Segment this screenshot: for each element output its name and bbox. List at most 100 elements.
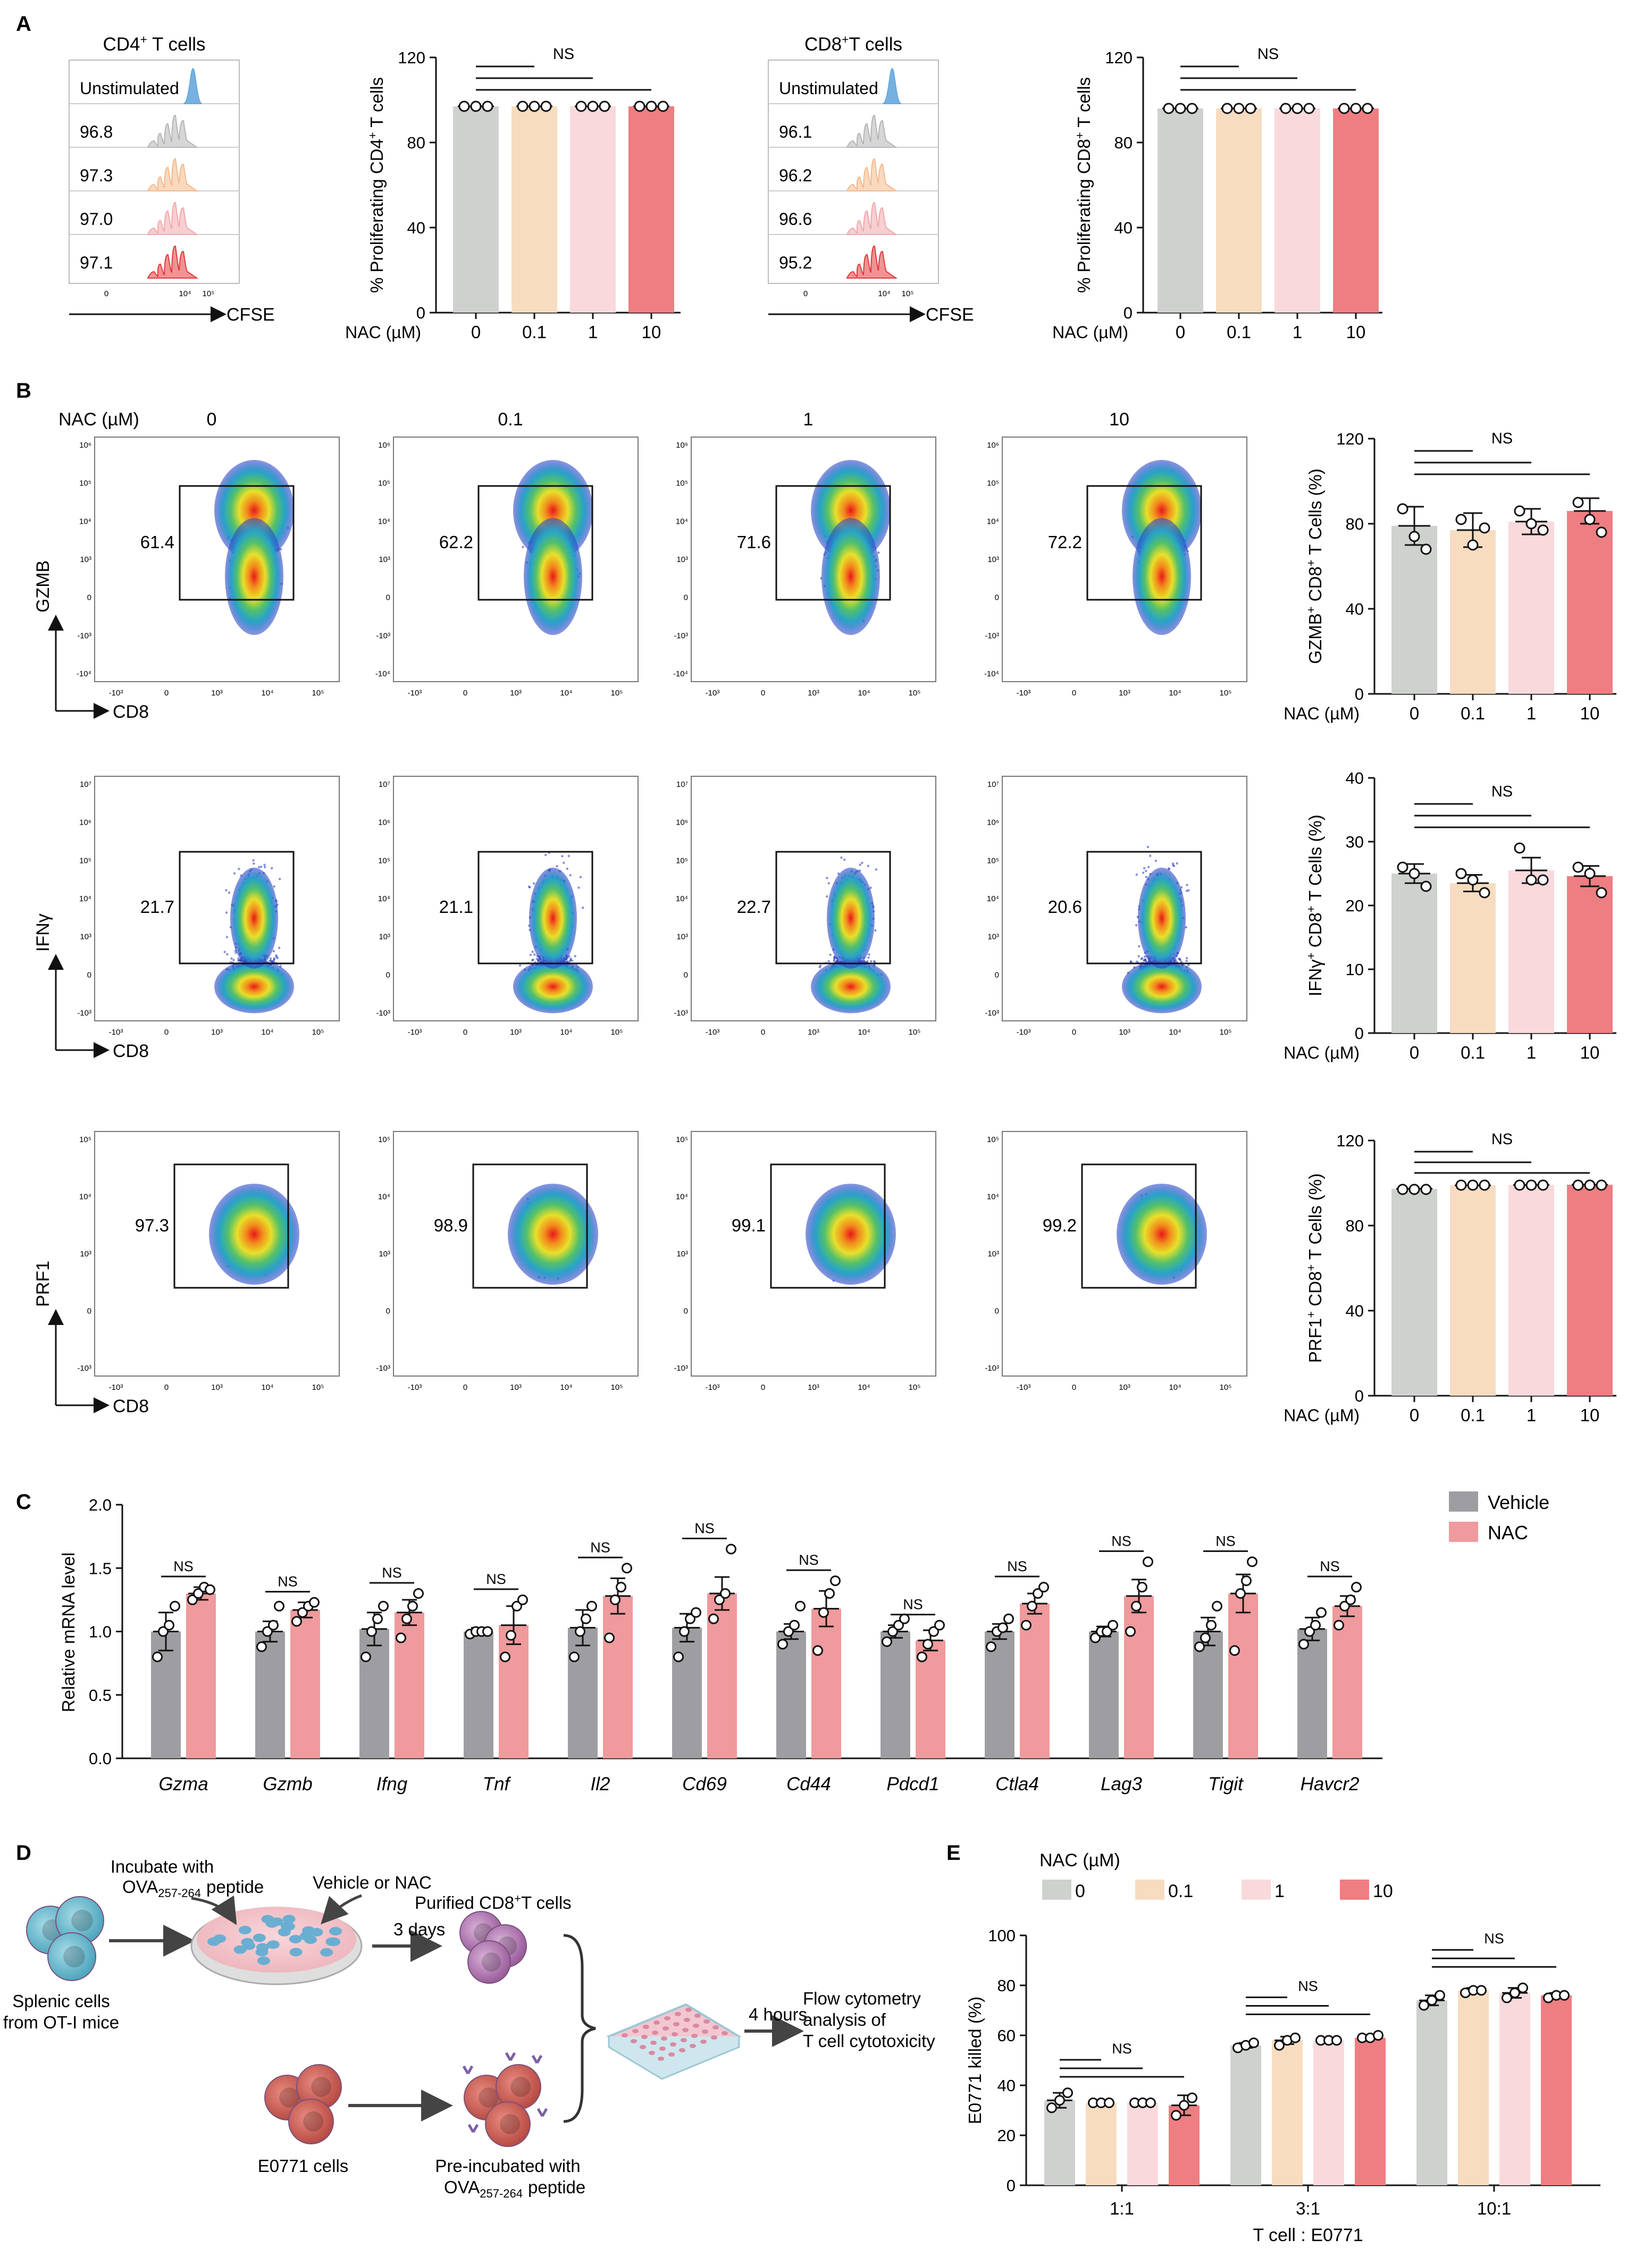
event-dot xyxy=(582,907,584,909)
event-dot xyxy=(233,872,236,875)
data-point xyxy=(1245,103,1256,114)
event-dot xyxy=(237,959,240,962)
y-tick-label: 10⁶ xyxy=(79,818,91,827)
histogram-peak xyxy=(147,245,199,279)
data-point xyxy=(540,100,552,112)
event-dot xyxy=(874,929,877,932)
y-tick-label: -10³ xyxy=(985,631,999,640)
data-point xyxy=(1175,103,1186,114)
cfse-label: CFSE xyxy=(227,305,275,325)
event-dot xyxy=(826,877,828,879)
data-point xyxy=(1221,103,1233,114)
y-tick-label: -10³ xyxy=(77,631,91,640)
y-axis-label: % Proliferating CD8+ T cells xyxy=(1073,77,1094,293)
event-dot xyxy=(280,548,282,551)
event-dot xyxy=(232,959,235,961)
histogram-peak xyxy=(846,158,898,191)
y-tick-label: 10⁴ xyxy=(378,894,390,903)
x-tick-label: 0 xyxy=(1072,689,1076,698)
histogram-peak xyxy=(147,114,199,148)
y-tick-label: 10⁶ xyxy=(378,818,390,827)
y-tick-label: 10⁵ xyxy=(79,856,91,865)
event-dot xyxy=(271,867,273,870)
event-dot xyxy=(223,951,226,953)
x-axis-label: NAC (µM) xyxy=(1052,323,1128,342)
event-dot xyxy=(264,866,266,869)
data-point xyxy=(482,100,493,112)
gate-percentage: 72.2 xyxy=(1048,532,1082,552)
y-tick-label: 10³ xyxy=(80,555,91,564)
histogram-peak xyxy=(846,202,898,235)
x-tick-label: 10³ xyxy=(808,689,819,698)
event-dot xyxy=(253,862,255,865)
data-point xyxy=(1186,103,1198,114)
event-dot xyxy=(870,960,873,963)
y-tick-label: 0 xyxy=(1123,304,1133,322)
proliferation-value: 95.2 xyxy=(779,253,812,272)
event-dot xyxy=(237,957,240,960)
event-dot xyxy=(226,953,229,955)
y-tick-label: -10⁴ xyxy=(984,669,999,678)
x-tick-label: 1 xyxy=(588,322,598,342)
x-tick-label: 10⁴ xyxy=(261,689,273,698)
event-dot xyxy=(522,546,524,548)
title-sup: + xyxy=(140,32,147,46)
histogram-title: CD4+ T cells xyxy=(103,32,205,55)
bar xyxy=(1274,108,1320,313)
y-tick-label: 10³ xyxy=(80,933,91,942)
x-tick-label: 10⁵ xyxy=(1220,689,1232,698)
data-point xyxy=(1350,103,1362,114)
x-tick-label: 0 xyxy=(164,689,169,698)
x-tick-label: -10³ xyxy=(1017,689,1031,698)
bar xyxy=(511,106,557,313)
y-tick-label: 10⁶ xyxy=(676,441,688,450)
cd8-axis-label: CD8 xyxy=(113,702,149,722)
x-tick-label: 10⁴ xyxy=(560,1028,572,1037)
x-tick-label: -10³ xyxy=(408,689,422,698)
x-tick-label: 10³ xyxy=(510,689,522,698)
histogram-peak xyxy=(147,202,199,235)
y-label-part: % Proliferating CD4 xyxy=(367,139,387,293)
histogram-peak xyxy=(147,158,199,191)
y-tick-label: -10⁴ xyxy=(673,669,688,678)
y-tick-label: 10⁷ xyxy=(80,780,91,789)
event-dot xyxy=(877,551,880,554)
y-tick-label: 10⁴ xyxy=(987,517,999,526)
concentration-label: 0 xyxy=(207,409,217,430)
event-dot xyxy=(230,957,233,960)
x-tick-label: 10⁵ xyxy=(312,1028,324,1037)
data-point xyxy=(458,100,470,112)
x-tick-label: 10 xyxy=(1346,322,1366,342)
y-tick-label: 10⁶ xyxy=(79,441,91,450)
y-tick-label: 10³ xyxy=(676,555,688,564)
event-dot xyxy=(867,865,870,867)
flow-plot-frame xyxy=(94,437,340,682)
x-tick-label: 0 xyxy=(761,689,765,698)
x-tick-label: 0 xyxy=(803,289,808,298)
panel-a: CD4+ T cellsUnstimulated96.897.397.097.1… xyxy=(69,32,1382,342)
event-dot xyxy=(225,911,228,914)
y-tick-label: -10⁴ xyxy=(77,669,91,678)
y-tick-label: 10⁵ xyxy=(676,479,688,488)
event-dot xyxy=(861,861,863,865)
y-tick-label: 0 xyxy=(386,593,390,602)
concentration-label: 0.1 xyxy=(498,409,523,430)
y-tick-label: 80 xyxy=(1114,133,1133,152)
event-dot xyxy=(228,891,231,894)
bar xyxy=(570,106,616,313)
y-tick-label: 10⁶ xyxy=(378,441,390,450)
y-tick-label: 10⁴ xyxy=(676,517,688,526)
event-dot xyxy=(859,863,861,866)
flow-plot-frame xyxy=(393,437,639,682)
event-dot xyxy=(258,866,261,869)
y-tick-label: 10³ xyxy=(987,555,999,564)
data-point xyxy=(575,100,587,112)
histogram-peak xyxy=(846,245,898,279)
event-dot xyxy=(568,960,571,962)
x-tick-label: 10⁴ xyxy=(179,289,191,298)
y-tick-label: 10³ xyxy=(379,555,390,564)
gate xyxy=(179,485,295,601)
event-dot xyxy=(544,853,547,857)
